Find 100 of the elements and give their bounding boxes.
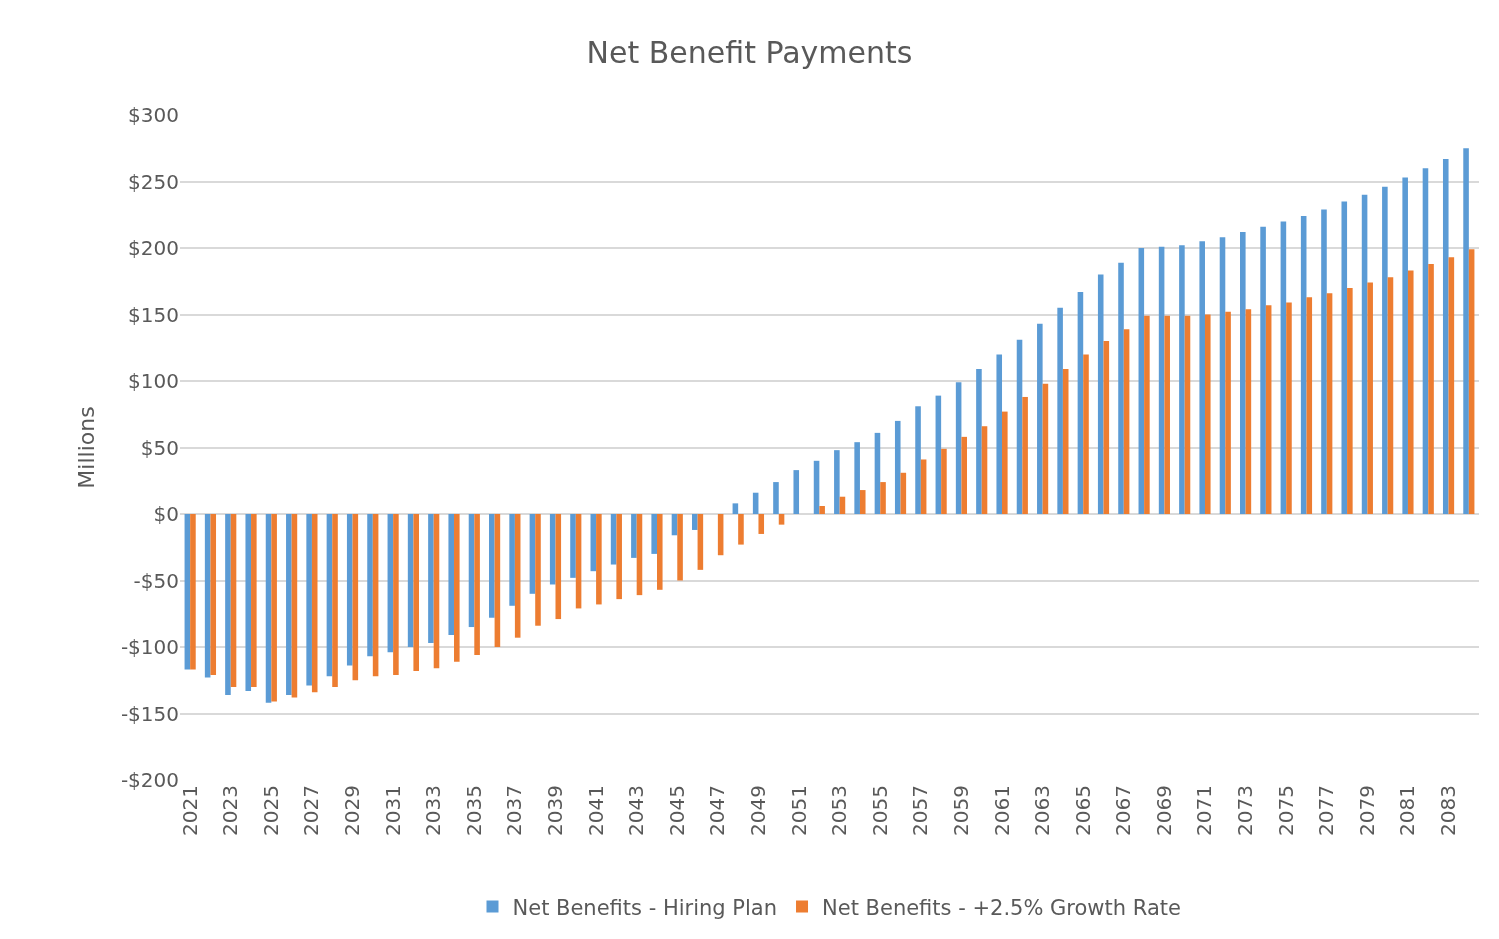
x-tick-label: 2073 (1233, 785, 1258, 836)
bar (854, 442, 860, 514)
bar (1280, 221, 1287, 514)
bar (245, 514, 252, 691)
bar (1022, 396, 1028, 514)
x-tick-label: 2047 (705, 785, 730, 836)
bar (1057, 307, 1063, 514)
bar (1103, 341, 1110, 514)
bar (514, 514, 521, 638)
bar (1097, 274, 1104, 514)
bar (230, 514, 237, 687)
bar (468, 514, 475, 628)
x-tick-label: 2079 (1354, 785, 1379, 836)
x-tick-label: 2037 (502, 785, 527, 836)
bar (413, 514, 419, 671)
x-tick-label: 2075 (1273, 785, 1298, 836)
y-tick-label: $100 (128, 369, 179, 393)
bar (204, 514, 211, 678)
bar (1077, 291, 1084, 514)
bar (1118, 262, 1124, 514)
bar (610, 514, 617, 565)
x-tick-label: 2043 (624, 785, 649, 836)
bar (367, 514, 373, 657)
x-tick-label: 2059 (948, 785, 973, 836)
y-tick-label: -$200 (120, 768, 179, 792)
bar (834, 450, 840, 514)
bar (1240, 232, 1246, 514)
bar (955, 382, 962, 514)
bar (915, 406, 921, 514)
x-tick-label: 2077 (1314, 785, 1339, 836)
bar (1326, 293, 1333, 514)
x-tick-label: 2051 (786, 785, 811, 836)
bar (859, 490, 866, 514)
bar (1184, 315, 1191, 514)
bar (271, 514, 277, 702)
bar (996, 354, 1003, 514)
bar (407, 514, 414, 647)
bar (346, 514, 353, 666)
x-tick-label: 2025 (258, 785, 283, 836)
x-tick-label: 2053 (827, 785, 852, 836)
legend-label: Net Benefits - Hiring Plan (512, 895, 778, 920)
x-tick-label: 2063 (1030, 785, 1055, 836)
y-tick-label: $50 (140, 435, 179, 460)
bar (1083, 354, 1089, 514)
x-tick-label: 2061 (989, 785, 1014, 836)
y-tick-label: -$150 (120, 701, 179, 726)
bar (291, 514, 298, 698)
bar (535, 514, 541, 626)
bar (372, 514, 379, 677)
bar (1204, 314, 1211, 514)
bar (306, 514, 312, 686)
x-tick-label: 2083 (1436, 785, 1461, 836)
bar (1407, 270, 1414, 514)
y-tick-label: $250 (128, 169, 179, 194)
x-tick-label: 2055 (867, 785, 892, 836)
bar (1286, 302, 1292, 514)
bar (1123, 329, 1130, 514)
bar (631, 514, 637, 558)
bar (570, 514, 576, 578)
bar (691, 514, 698, 530)
bar (1062, 369, 1069, 514)
bar (210, 514, 217, 675)
bar (1037, 323, 1043, 514)
bar (894, 420, 901, 514)
legend-label: Net Benefits - +2.5% Growth Rate (822, 895, 1181, 920)
bar (311, 514, 318, 693)
bar (1225, 311, 1231, 514)
bar (1463, 148, 1469, 514)
bar (555, 514, 562, 620)
bar (1468, 249, 1475, 514)
bar (1387, 277, 1394, 514)
bar (1260, 226, 1266, 514)
x-tick-label: 2023 (218, 785, 243, 836)
bar (184, 514, 191, 670)
y-tick-label: -$50 (133, 568, 179, 593)
bar (1144, 315, 1150, 514)
bar (1002, 411, 1008, 514)
bar (1265, 305, 1272, 514)
x-tick-label: 2031 (380, 785, 405, 836)
bar (880, 482, 886, 514)
bar (1367, 282, 1373, 514)
bar (758, 514, 765, 534)
bar (393, 514, 399, 675)
y-tick-label: $150 (128, 302, 179, 327)
x-tick-label: 2067 (1111, 785, 1136, 836)
bar (1442, 158, 1449, 514)
bar (677, 514, 683, 581)
bar (1428, 263, 1434, 514)
bar (1422, 168, 1429, 514)
x-tick-label: 2081 (1395, 785, 1420, 836)
bar (596, 514, 602, 605)
bar (332, 514, 338, 687)
x-tick-label: 2071 (1192, 785, 1217, 836)
bar (738, 514, 744, 545)
y-tick-label: $200 (128, 236, 179, 260)
bar (981, 426, 988, 514)
bar (454, 514, 460, 662)
bar (1321, 209, 1327, 514)
bar (1219, 237, 1226, 514)
bar (1341, 201, 1348, 514)
